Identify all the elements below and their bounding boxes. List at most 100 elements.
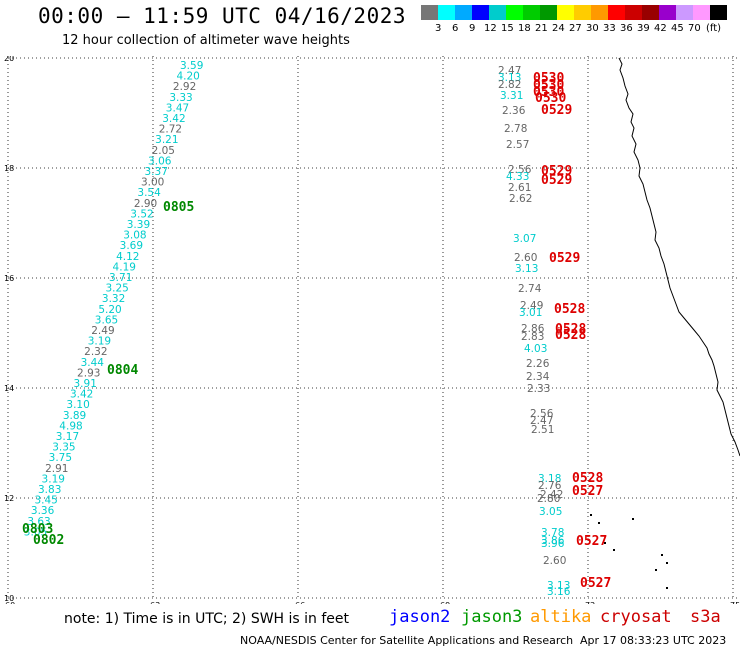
swh-value-label: 2.93 bbox=[77, 367, 100, 379]
pass-time-label: 0527 bbox=[576, 534, 607, 549]
island-marker bbox=[632, 518, 634, 520]
pass-time-label: 0529 bbox=[541, 103, 572, 118]
swh-value-label: 3.05 bbox=[539, 506, 562, 518]
scale-tick-label: 12 bbox=[484, 23, 497, 34]
scale-swatch bbox=[676, 5, 693, 20]
swh-value-label: 2.56 bbox=[530, 408, 554, 420]
scale-tick-label: 33 bbox=[603, 23, 616, 34]
swh-value-label: 3.36 bbox=[31, 505, 55, 517]
swh-value-label: 3.44 bbox=[81, 357, 105, 369]
lat-tick-label: 12 bbox=[4, 494, 14, 503]
swh-value-label: 3.08 bbox=[123, 230, 146, 242]
scale-swatch bbox=[506, 5, 523, 20]
swh-value-label: 2.56 bbox=[508, 164, 532, 176]
swh-value-label: 4.20 bbox=[176, 71, 199, 83]
swh-value-label: 3.42 bbox=[70, 389, 93, 401]
lat-lon-grid: 60 63 66 69 72 75 20 18 16 14 12 10 bbox=[4, 56, 740, 604]
scale-tick-label: 36 bbox=[620, 23, 633, 34]
scale-swatch bbox=[489, 5, 506, 20]
swh-value-label: 3.00 bbox=[141, 177, 164, 189]
swh-value-label: 4.19 bbox=[113, 261, 136, 273]
swh-labels: 3.594.202.923.333.473.422.723.212.053.06… bbox=[22, 60, 611, 598]
swh-value-label: 3.13 bbox=[547, 580, 570, 592]
swh-value-label: 4.12 bbox=[116, 251, 139, 263]
scale-swatch bbox=[642, 5, 659, 20]
scale-tick-label: 27 bbox=[569, 23, 582, 34]
lat-tick-label: 20 bbox=[4, 56, 14, 63]
pass-time-label: 0529 bbox=[541, 173, 572, 188]
swh-value-label: 2.42 bbox=[540, 489, 563, 501]
swh-value-label: 3.13 bbox=[515, 263, 538, 275]
island-marker bbox=[666, 587, 668, 589]
mission-cryosat: cryosat bbox=[600, 607, 672, 627]
mission-s3a: s3a bbox=[690, 607, 721, 627]
island-marker bbox=[666, 562, 668, 564]
scale-swatch bbox=[574, 5, 591, 20]
swh-value-label: 2.51 bbox=[531, 424, 554, 436]
swh-value-label: 3.31 bbox=[500, 90, 523, 102]
swh-value-label: 2.33 bbox=[527, 383, 550, 395]
lon-tick-label: 69 bbox=[440, 601, 450, 604]
scale-swatch bbox=[421, 5, 438, 20]
scale-tick-label: 9 bbox=[469, 23, 476, 34]
swh-value-label: 3.10 bbox=[66, 399, 89, 411]
pass-time-label: 0803 bbox=[22, 522, 53, 537]
mission-altika: altika bbox=[530, 607, 592, 627]
scale-tick-label: 30 bbox=[586, 23, 599, 34]
swh-value-label: 3.47 bbox=[166, 102, 189, 114]
swh-value-label: 3.18 bbox=[538, 473, 561, 485]
scale-swatch bbox=[591, 5, 608, 20]
swh-value-label: 2.76 bbox=[538, 480, 562, 492]
swh-value-label: 3.32 bbox=[102, 293, 125, 305]
pass-time-label: 0528 bbox=[555, 322, 586, 337]
map-subtitle: 12 hour collection of altimeter wave hei… bbox=[62, 33, 350, 48]
swh-value-label: 2.57 bbox=[506, 139, 529, 151]
lon-tick-label: 63 bbox=[150, 601, 160, 604]
footer-note: note: 1) Time is in UTC; 2) SWH is in fe… bbox=[64, 611, 350, 627]
swh-value-label: 3.33 bbox=[169, 92, 192, 104]
swh-value-label: 3.59 bbox=[180, 60, 203, 72]
swh-value-label: 3.17 bbox=[56, 431, 79, 443]
scale-swatch bbox=[608, 5, 625, 20]
pass-time-label: 0528 bbox=[572, 471, 603, 486]
scale-swatch bbox=[557, 5, 574, 20]
pass-time-label: 0528 bbox=[555, 328, 586, 343]
swh-value-label: 3.54 bbox=[137, 187, 161, 199]
scale-tick-label: 39 bbox=[637, 23, 650, 34]
pass-time-label: 0527 bbox=[580, 576, 611, 591]
lat-tick-label: 18 bbox=[4, 164, 14, 173]
island-marker bbox=[613, 549, 615, 551]
island-marker bbox=[598, 522, 600, 524]
swh-value-label: 3.06 bbox=[148, 155, 172, 167]
pass-time-label: 0530 bbox=[533, 78, 564, 93]
credit-line: NOAA/NESDIS Center for Satellite Applica… bbox=[240, 634, 574, 647]
pass-time-label: 0529 bbox=[541, 164, 572, 179]
coast-islands bbox=[590, 514, 668, 589]
swh-value-label: 3.25 bbox=[105, 283, 128, 295]
swh-value-label: 2.49 bbox=[91, 325, 114, 337]
swh-value-label: 2.72 bbox=[159, 124, 182, 136]
swh-value-label: 2.26 bbox=[526, 358, 550, 370]
swh-value-label: 2.49 bbox=[520, 300, 543, 312]
scale-tick-label: 24 bbox=[552, 23, 565, 34]
swh-value-label: 3.21 bbox=[155, 134, 178, 146]
scale-tick-label: 6 bbox=[452, 23, 459, 34]
scale-swatch bbox=[625, 5, 642, 20]
swh-value-label: 3.96 bbox=[541, 538, 565, 550]
swh-value-label: 2.47 bbox=[530, 415, 553, 427]
swh-value-label: 3.63 bbox=[27, 516, 50, 528]
scale-swatch bbox=[540, 5, 557, 20]
coastline bbox=[618, 57, 740, 457]
island-marker bbox=[655, 569, 657, 571]
swh-value-label: 3.19 bbox=[88, 336, 111, 348]
swh-value-label: 3.69 bbox=[120, 240, 143, 252]
swh-value-label: 3.45 bbox=[34, 495, 57, 507]
swh-value-label: 2.05 bbox=[152, 145, 175, 157]
swh-value-label: 2.91 bbox=[45, 463, 68, 475]
swh-value-label: 3.35 bbox=[52, 442, 75, 454]
island-marker bbox=[661, 554, 663, 556]
lon-tick-label: 66 bbox=[295, 601, 305, 604]
pass-time-label: 0804 bbox=[107, 363, 138, 378]
island-marker bbox=[604, 542, 606, 544]
scale-tick-label: 21 bbox=[535, 23, 548, 34]
